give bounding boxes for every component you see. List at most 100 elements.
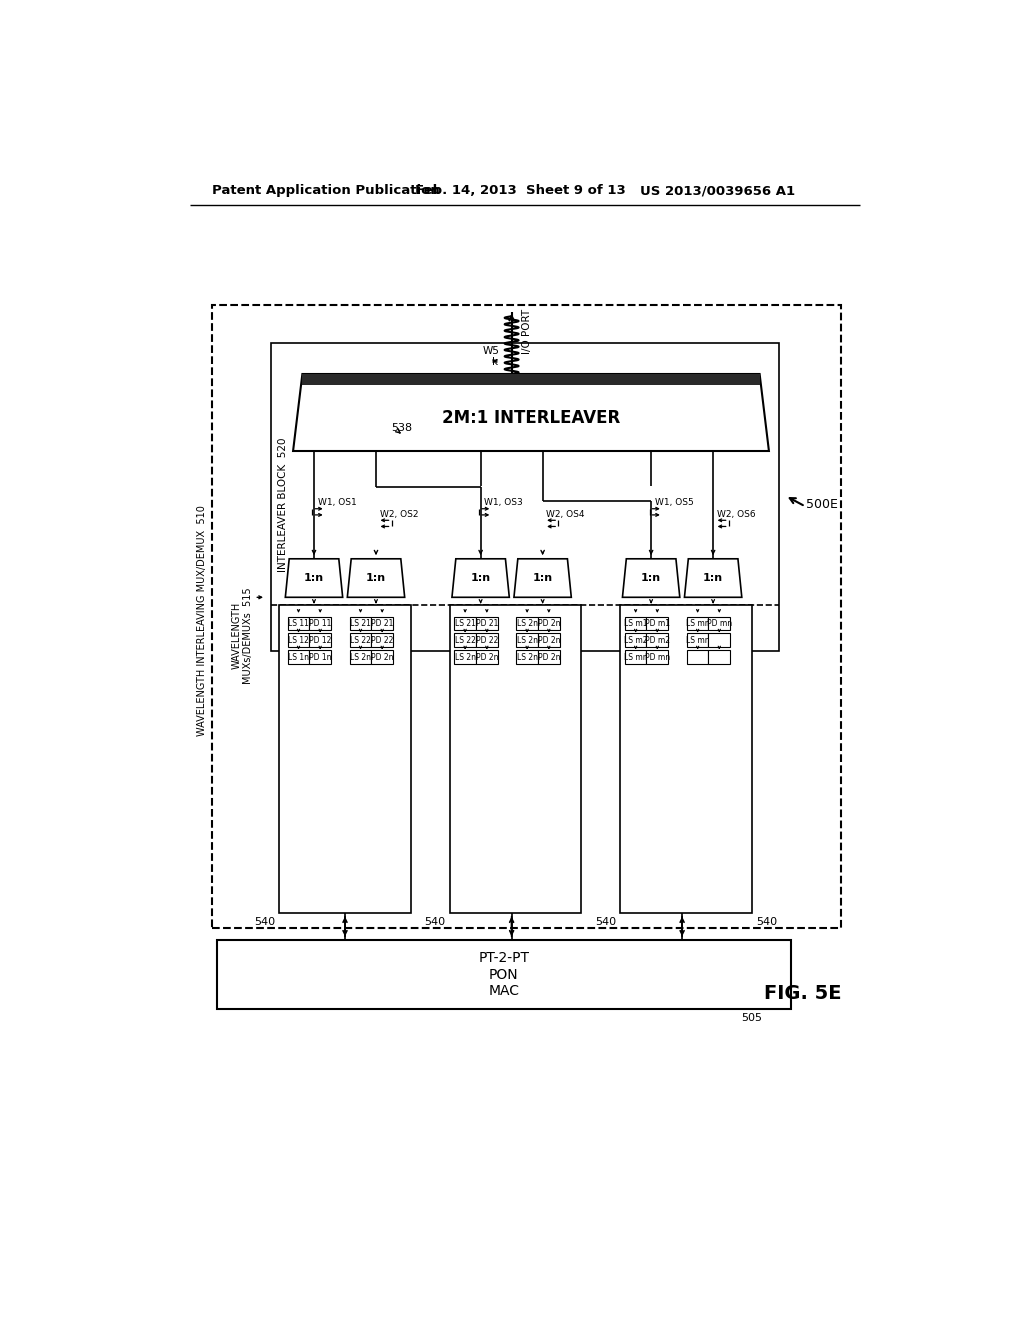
Text: 1:n: 1:n	[471, 573, 490, 583]
Text: 2M:1 INTERLEAVER: 2M:1 INTERLEAVER	[442, 409, 621, 426]
Bar	[687, 616, 709, 631]
Text: PD 2n: PD 2n	[538, 619, 560, 628]
Bar	[372, 616, 393, 631]
Text: 540: 540	[756, 917, 777, 927]
Bar	[288, 651, 309, 664]
Bar	[349, 616, 372, 631]
Text: WAVELENGTH INTERLEAVING MUX/DEMUX  510: WAVELENGTH INTERLEAVING MUX/DEMUX 510	[197, 506, 207, 735]
Text: PD 12: PD 12	[309, 636, 332, 645]
Bar	[309, 651, 331, 664]
Bar	[687, 651, 709, 664]
Bar	[288, 616, 309, 631]
Bar	[709, 616, 730, 631]
Text: 540: 540	[254, 917, 275, 927]
Text: LS mn: LS mn	[686, 636, 710, 645]
Text: PD 1n: PD 1n	[309, 653, 332, 661]
Text: k: k	[492, 358, 498, 367]
Text: LS mn: LS mn	[624, 653, 647, 661]
Text: 500E: 500E	[806, 499, 838, 511]
Text: LS m1: LS m1	[624, 619, 647, 628]
Text: PD 2n: PD 2n	[538, 653, 560, 661]
Bar	[709, 651, 730, 664]
Text: PD mn: PD mn	[707, 619, 732, 628]
Bar	[455, 651, 476, 664]
Text: PD m2: PD m2	[645, 636, 670, 645]
Bar	[349, 651, 372, 664]
Text: LS 22: LS 22	[455, 636, 475, 645]
Bar	[280, 605, 411, 913]
Text: LS 12: LS 12	[288, 636, 309, 645]
Bar	[646, 651, 669, 664]
Text: PD mn: PD mn	[645, 653, 670, 661]
Text: Feb. 14, 2013  Sheet 9 of 13: Feb. 14, 2013 Sheet 9 of 13	[415, 185, 626, 197]
Bar	[349, 634, 372, 647]
Bar	[476, 651, 498, 664]
Text: 1:n: 1:n	[304, 573, 324, 583]
Text: PD m1: PD m1	[645, 619, 670, 628]
Bar	[625, 616, 646, 631]
Polygon shape	[514, 558, 571, 598]
Text: W2, OS6: W2, OS6	[717, 510, 756, 519]
Bar	[625, 634, 646, 647]
Text: INTERLEAVER BLOCK  520: INTERLEAVER BLOCK 520	[278, 438, 288, 572]
Bar	[372, 634, 393, 647]
Bar	[450, 605, 582, 913]
Text: LS 2n: LS 2n	[517, 636, 538, 645]
Text: LS 2n: LS 2n	[455, 653, 475, 661]
Polygon shape	[452, 558, 509, 598]
Text: 540: 540	[595, 917, 616, 927]
Text: Patent Application Publication: Patent Application Publication	[212, 185, 439, 197]
Bar	[309, 616, 331, 631]
Polygon shape	[286, 558, 343, 598]
Polygon shape	[684, 558, 741, 598]
Text: 1:n: 1:n	[532, 573, 553, 583]
Polygon shape	[347, 558, 404, 598]
Text: W1, OS3: W1, OS3	[484, 498, 523, 507]
Text: 540: 540	[425, 917, 445, 927]
Text: LS 2n: LS 2n	[517, 653, 538, 661]
Text: WAVELENGTH
MUXs/DEMUXs  515: WAVELENGTH MUXs/DEMUXs 515	[231, 587, 254, 684]
Bar	[217, 940, 791, 1010]
Text: LS mn: LS mn	[686, 619, 710, 628]
Bar	[621, 605, 752, 913]
Bar	[476, 616, 498, 631]
Bar	[455, 634, 476, 647]
Polygon shape	[623, 558, 680, 598]
Text: PD 2n: PD 2n	[371, 653, 393, 661]
Bar	[687, 634, 709, 647]
Text: 538: 538	[391, 422, 413, 433]
Text: 1:n: 1:n	[641, 573, 662, 583]
Text: FIG. 5E: FIG. 5E	[764, 985, 841, 1003]
Bar	[212, 305, 841, 928]
Text: LS m2: LS m2	[624, 636, 647, 645]
Text: PD 11: PD 11	[309, 619, 332, 628]
Text: LS 21: LS 21	[455, 619, 475, 628]
Bar	[538, 651, 560, 664]
Text: W2, OS2: W2, OS2	[380, 510, 419, 519]
Text: US 2013/0039656 A1: US 2013/0039656 A1	[640, 185, 795, 197]
Text: 505: 505	[741, 1014, 763, 1023]
Bar	[538, 616, 560, 631]
Text: LS 2n: LS 2n	[350, 653, 371, 661]
Text: I/O PORT: I/O PORT	[522, 309, 532, 354]
Text: LS 22: LS 22	[350, 636, 371, 645]
Text: 1:n: 1:n	[703, 573, 723, 583]
Text: PT-2-PT
PON
MAC: PT-2-PT PON MAC	[478, 952, 529, 998]
Text: W2, OS4: W2, OS4	[547, 510, 585, 519]
Bar	[516, 651, 538, 664]
Bar	[455, 616, 476, 631]
Text: PD 21: PD 21	[475, 619, 498, 628]
Bar	[309, 634, 331, 647]
Bar	[646, 634, 669, 647]
Polygon shape	[293, 374, 769, 451]
Bar	[709, 634, 730, 647]
Bar	[516, 634, 538, 647]
Text: PD 22: PD 22	[371, 636, 393, 645]
Text: LS 21: LS 21	[350, 619, 371, 628]
Bar	[476, 634, 498, 647]
Bar	[538, 634, 560, 647]
Bar	[516, 616, 538, 631]
Text: W5: W5	[482, 346, 499, 356]
Bar	[288, 634, 309, 647]
Text: PD 21: PD 21	[371, 619, 393, 628]
